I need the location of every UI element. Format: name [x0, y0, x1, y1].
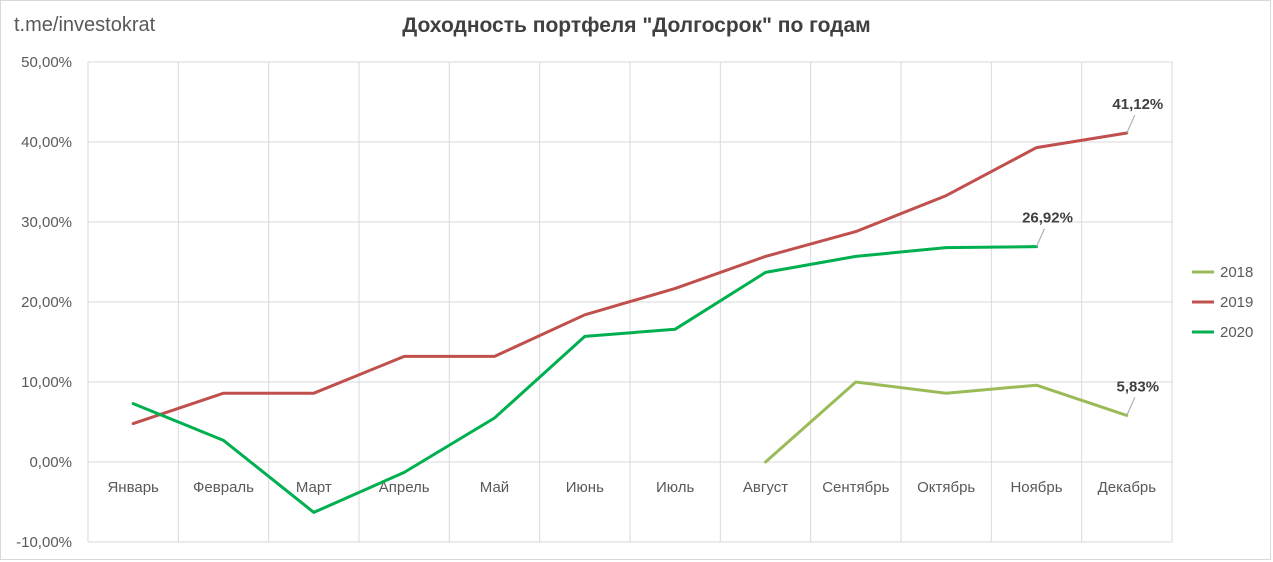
legend-label-2020: 2020: [1220, 324, 1253, 341]
x-tick-label: Март: [296, 479, 332, 496]
y-tick-label: -10,00%: [16, 534, 72, 551]
watermark: t.me/investokrat: [14, 14, 156, 36]
x-tick-label: Декабрь: [1098, 479, 1157, 496]
x-tick-label: Февраль: [193, 479, 254, 496]
leader-line: [1036, 228, 1045, 247]
x-tick-label: Май: [480, 479, 509, 496]
x-tick-label: Январь: [107, 479, 159, 496]
legend: 2018 2019 2020: [1192, 264, 1253, 341]
legend-label-2019: 2019: [1220, 294, 1253, 311]
x-tick-label: Июнь: [566, 479, 604, 496]
leader-line: [1126, 397, 1136, 416]
series-line-2018: [764, 380, 1129, 464]
x-tick-label: Ноябрь: [1010, 479, 1062, 496]
y-tick-label: 30,00%: [21, 214, 72, 231]
series-line-2019: [131, 131, 1129, 426]
grid: [87, 61, 1173, 543]
x-tick-label: Август: [743, 479, 788, 496]
y-tick-label: 50,00%: [21, 54, 72, 71]
y-tick-label: 20,00%: [21, 294, 72, 311]
legend-label-2018: 2018: [1220, 264, 1253, 281]
series-line-2020: [131, 245, 1038, 514]
chart-title: Доходность портфеля "Долгосрок" по годам: [402, 14, 871, 37]
x-tick-label: Октябрь: [917, 479, 975, 496]
data-labels: 41,12% 26,92% 5,83%: [1022, 96, 1163, 416]
x-tick-label: Апрель: [379, 479, 430, 496]
x-tick-label: Сентябрь: [822, 479, 889, 496]
y-tick-label: 40,00%: [21, 134, 72, 151]
x-axis-ticks: Январь Февраль Март Апрель Май Июнь Июль Август…: [107, 479, 1156, 496]
y-tick-label: 0,00%: [29, 454, 72, 471]
leader-line: [1126, 114, 1136, 134]
x-tick-label: Июль: [656, 479, 694, 496]
y-tick-label: 10,00%: [21, 374, 72, 391]
series-lines: [131, 131, 1129, 514]
data-label: 26,92%: [1022, 210, 1073, 227]
y-axis-ticks: -10,00% 0,00% 10,00% 20,00% 30,00% 40,00% 50,0…: [16, 54, 72, 551]
data-label: 41,12%: [1112, 96, 1163, 113]
data-label: 5,83%: [1117, 378, 1160, 395]
